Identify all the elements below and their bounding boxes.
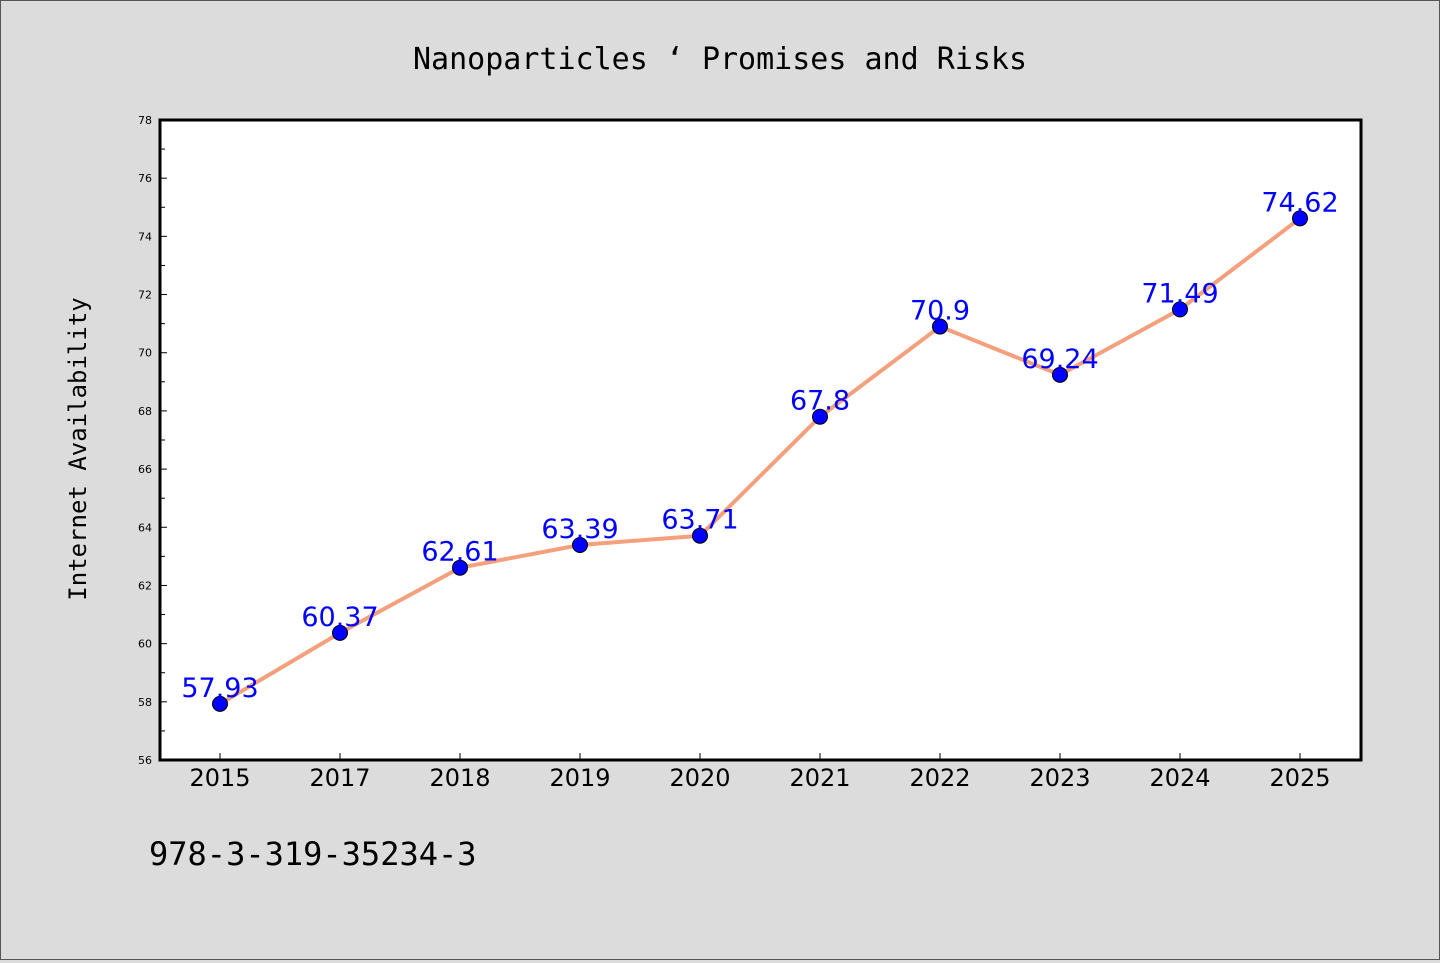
data-point bbox=[1292, 210, 1308, 227]
footer-code: 978-3-319-35234-3 bbox=[149, 835, 477, 873]
data-label: 70.9 bbox=[910, 296, 970, 327]
data-point bbox=[1052, 366, 1068, 383]
y-tick-label: 66 bbox=[138, 463, 152, 476]
y-tick-label: 62 bbox=[138, 579, 152, 592]
data-labels: 57.93 60.37 62.61 63.39 63.71 67.8 70.9 69.24 71… bbox=[181, 187, 1338, 704]
y-tick-label: 76 bbox=[138, 172, 152, 185]
x-tick-label: 2019 bbox=[549, 764, 610, 792]
data-label: 57.93 bbox=[181, 673, 258, 704]
y-axis-label: Internet Availability bbox=[64, 297, 92, 600]
data-point bbox=[812, 408, 828, 425]
x-tick-label: 2024 bbox=[1149, 764, 1210, 792]
y-tick-label: 56 bbox=[138, 754, 152, 767]
y-tick-label: 72 bbox=[138, 289, 152, 302]
x-tick-label: 2023 bbox=[1029, 764, 1090, 792]
y-axis-ticks: 56 58 60 62 64 66 68 70 72 74 76 78 bbox=[138, 114, 167, 767]
series-line bbox=[218, 216, 1302, 706]
y-tick-label: 60 bbox=[138, 638, 152, 651]
x-axis-ticks: 2015 2017 2018 2019 2020 2021 2022 2023 2024 2025 bbox=[189, 753, 1331, 792]
data-point bbox=[1172, 301, 1188, 318]
y-tick-label: 74 bbox=[138, 230, 152, 243]
data-point bbox=[572, 537, 588, 554]
data-point bbox=[932, 318, 948, 335]
y-tick-label: 58 bbox=[138, 696, 152, 709]
y-tick-label: 70 bbox=[138, 347, 152, 360]
data-label: 63.39 bbox=[541, 514, 618, 545]
x-tick-label: 2022 bbox=[909, 764, 970, 792]
x-tick-label: 2018 bbox=[429, 764, 490, 792]
data-point bbox=[332, 624, 348, 641]
data-label: 60.37 bbox=[301, 602, 378, 633]
series-line-group bbox=[218, 216, 1302, 706]
x-tick-label: 2025 bbox=[1269, 764, 1330, 792]
x-tick-label: 2017 bbox=[309, 764, 370, 792]
data-label: 71.49 bbox=[1141, 278, 1218, 309]
data-label: 63.71 bbox=[661, 505, 738, 536]
data-label: 74.62 bbox=[1261, 187, 1338, 218]
plot-border bbox=[158, 118, 1363, 762]
data-label: 69.24 bbox=[1021, 344, 1098, 375]
data-point bbox=[692, 527, 708, 544]
data-label: 67.8 bbox=[790, 386, 850, 417]
data-markers bbox=[212, 210, 1308, 712]
y-tick-label: 64 bbox=[138, 521, 152, 534]
x-tick-label: 2020 bbox=[669, 764, 730, 792]
chart-title: Nanoparticles ‘ Promises and Risks bbox=[413, 42, 1027, 77]
x-tick-label: 2021 bbox=[789, 764, 850, 792]
y-tick-label: 78 bbox=[138, 114, 152, 127]
x-tick-label: 2015 bbox=[189, 764, 250, 792]
data-point bbox=[212, 695, 228, 712]
data-point bbox=[452, 559, 468, 576]
y-tick-label: 68 bbox=[138, 405, 152, 418]
data-label: 62.61 bbox=[421, 537, 498, 568]
plot-area bbox=[160, 120, 1361, 760]
